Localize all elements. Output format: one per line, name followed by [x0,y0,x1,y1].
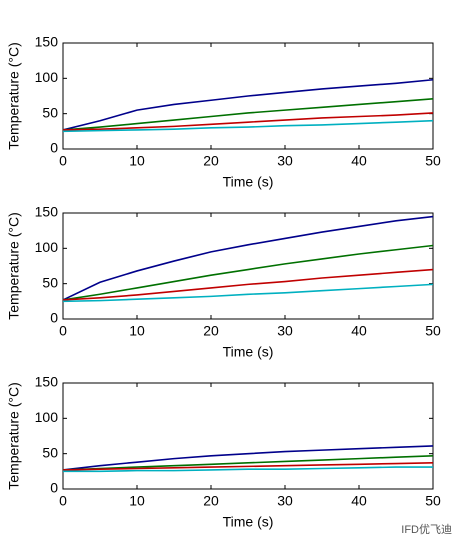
data-line [62,454,434,471]
data-line [62,112,434,131]
data-line [62,283,434,303]
data-line [62,119,434,133]
y-axis-label: Temperature (°C) [6,212,22,320]
x-tick-label: 50 [425,323,441,339]
data-line [62,268,434,301]
data-line [62,462,434,471]
data-line [62,98,434,131]
y-axis-label: Temperature (°C) [6,382,22,490]
x-tick-label: 20 [203,323,219,339]
x-tick-label: 0 [59,493,67,509]
x-tick-label: 10 [129,323,145,339]
x-tick-label: 50 [425,153,441,169]
x-tick-label: 40 [351,153,367,169]
y-tick-label: 50 [42,104,58,120]
data-line [62,244,434,301]
x-tick-label: 10 [129,493,145,509]
x-tick-label: 0 [59,323,67,339]
x-axis-label: Time (s) [223,514,274,530]
x-tick-label: 20 [203,493,219,509]
data-line [62,78,434,131]
axes-box [62,212,434,320]
axes-box [62,382,434,490]
x-tick-label: 40 [351,323,367,339]
x-tick-label: 10 [129,153,145,169]
y-tick-label: 0 [50,140,58,156]
x-tick-label: 30 [277,153,293,169]
y-tick-label: 150 [35,374,59,390]
x-axis-label: Time (s) [223,174,274,190]
y-tick-label: 50 [42,274,58,290]
x-tick-label: 30 [277,323,293,339]
x-tick-label: 20 [203,153,219,169]
y-tick-label: 150 [35,204,59,220]
x-tick-label: 30 [277,493,293,509]
y-tick-label: 100 [35,239,59,255]
x-tick-label: 0 [59,153,67,169]
y-tick-label: 0 [50,480,58,496]
data-line [63,466,433,473]
x-tick-label: 50 [425,493,441,509]
x-tick-label: 40 [351,493,367,509]
y-axis-label: Temperature (°C) [6,42,22,150]
y-tick-label: 100 [35,69,59,85]
data-line [62,445,434,471]
y-tick-label: 0 [50,310,58,326]
y-tick-label: 100 [35,409,59,425]
data-line [62,215,434,301]
watermark: IFD优飞迪 [401,523,452,536]
y-tick-label: 50 [42,444,58,460]
x-axis-label: Time (s) [223,344,274,360]
y-tick-label: 150 [35,34,59,50]
